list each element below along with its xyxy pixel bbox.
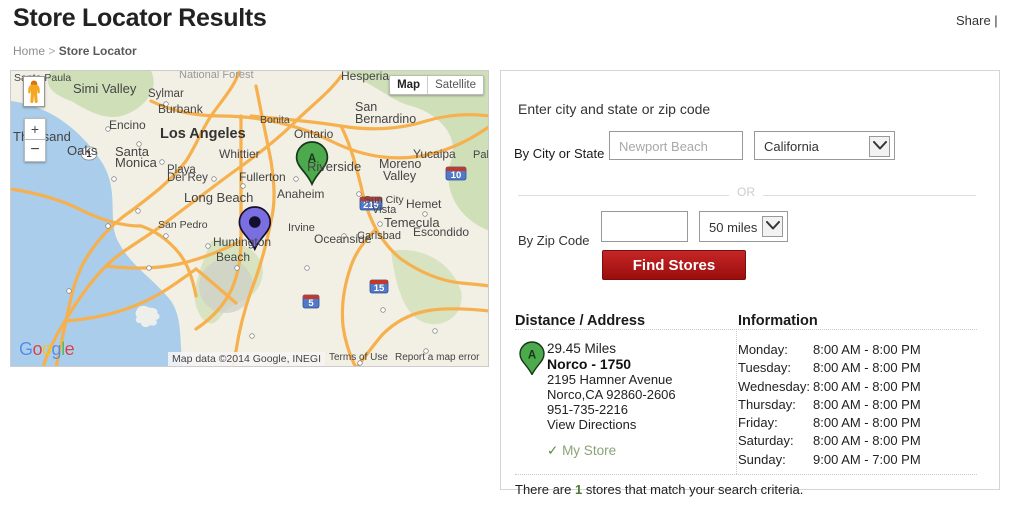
svg-text:Ontario: Ontario [294,127,334,141]
svg-text:Bernardino: Bernardino [355,112,416,126]
svg-text:10: 10 [451,170,462,181]
svg-text:Carlsbad: Carlsbad [357,230,401,242]
svg-text:Simi Valley: Simi Valley [73,81,137,96]
svg-text:Long Beach: Long Beach [184,190,253,205]
svg-text:Beach: Beach [216,250,250,264]
svg-text:Del Rey: Del Rey [167,172,208,184]
svg-text:Bonita: Bonita [260,114,290,126]
svg-text:San Pedro: San Pedro [158,219,208,231]
svg-text:National Forest: National Forest [179,71,254,81]
svg-text:Vista: Vista [372,204,397,216]
svg-text:Valley: Valley [383,169,417,183]
svg-text:5: 5 [308,298,314,309]
svg-text:Palm: Palm [473,149,489,161]
svg-text:Hesperia: Hesperia [341,71,389,83]
svg-text:Monica: Monica [115,155,158,170]
svg-text:Huntington: Huntington [213,235,271,249]
svg-text:Sylmar: Sylmar [148,88,184,100]
svg-text:Fullerton: Fullerton [239,170,286,184]
svg-text:Riverside: Riverside [307,159,361,174]
svg-text:15: 15 [374,283,385,294]
svg-text:A: A [528,350,536,362]
svg-text:Encino: Encino [109,118,146,132]
svg-text:Los Angeles: Los Angeles [160,126,246,142]
svg-text:Oaks: Oaks [67,143,98,158]
svg-text:Burbank: Burbank [158,102,204,116]
svg-text:Hemet: Hemet [406,197,442,211]
svg-text:Escondido: Escondido [413,225,469,239]
svg-text:Whittier: Whittier [219,147,260,161]
svg-text:Irvine: Irvine [288,222,315,234]
svg-text:Anaheim: Anaheim [277,187,324,201]
